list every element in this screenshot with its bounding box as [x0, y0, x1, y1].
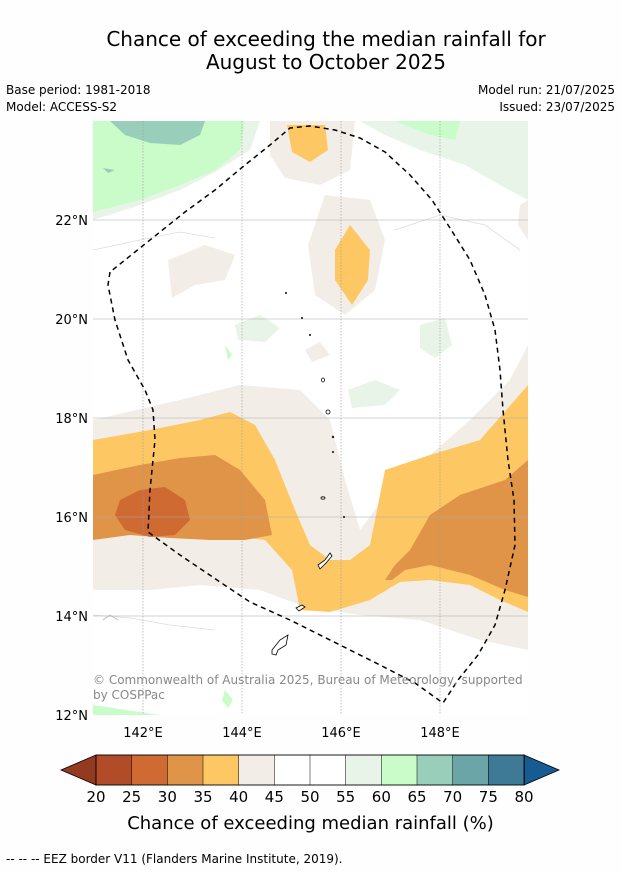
longitude-labels: 142°E 144°E 146°E 148°E: [123, 726, 460, 741]
colorbar-tick-label: 70: [443, 788, 462, 806]
colorbar-cell: [96, 755, 132, 785]
colorbar-cell: [203, 755, 239, 785]
lon-label: 148°E: [420, 726, 460, 741]
lon-label: 142°E: [123, 726, 163, 741]
colorbar-cell: [346, 755, 382, 785]
lat-label: 16°N: [55, 511, 88, 526]
colorbar-tick-label: 35: [193, 788, 212, 806]
colorbar-cell: [167, 755, 203, 785]
colorbar-high-extend: [524, 755, 559, 785]
colorbar-cell: [274, 755, 310, 785]
colorbar-cell: [381, 755, 417, 785]
lat-label: 22°N: [55, 214, 88, 229]
colorbar-cell: [239, 755, 275, 785]
colorbar-cell: [453, 755, 489, 785]
colorbar-cell: [417, 755, 453, 785]
colorbar-tick-label: 60: [372, 788, 391, 806]
lon-label: 144°E: [222, 726, 262, 741]
copyright-line-2: by COSPPac: [93, 688, 165, 702]
colorbar-tick-label: 20: [86, 788, 105, 806]
colorbar-tick-label: 25: [122, 788, 141, 806]
eez-legend: -- -- -- EEZ border V11 (Flanders Marine…: [6, 852, 343, 866]
latitude-labels: 22°N 20°N 18°N 16°N 14°N 12°N: [55, 214, 88, 724]
copyright-line-1: © Commonwealth of Australia 2025, Bureau…: [93, 673, 523, 687]
lat-label: 20°N: [55, 313, 88, 328]
colorbar-tick-label: 65: [407, 788, 426, 806]
colorbar-cell: [310, 755, 346, 785]
colorbar-tick-label: 30: [158, 788, 177, 806]
colorbar-low-extend: [61, 755, 96, 785]
colorbar-tick-label: 80: [514, 788, 533, 806]
colorbar-tick-label: 40: [229, 788, 248, 806]
colorbar-tick-label: 75: [479, 788, 498, 806]
colorbar-cell: [488, 755, 524, 785]
colorbar: 20 25 30 35 40 45 50 55 60 65 70 75 80: [61, 755, 559, 806]
lon-label: 146°E: [321, 726, 361, 741]
colorbar-tick-label: 45: [265, 788, 284, 806]
colorbar-tick-label: 55: [336, 788, 355, 806]
colorbar-tick-label: 50: [300, 788, 319, 806]
colorbar-label: Chance of exceeding median rainfall (%): [0, 813, 621, 834]
lat-label: 14°N: [55, 610, 88, 625]
map-field: [93, 121, 528, 715]
lat-label: 12°N: [55, 709, 88, 724]
rainfall-map: 22°N 20°N 18°N 16°N 14°N 12°N 142°E 144°…: [0, 0, 621, 873]
colorbar-cell: [132, 755, 168, 785]
lat-label: 18°N: [55, 412, 88, 427]
